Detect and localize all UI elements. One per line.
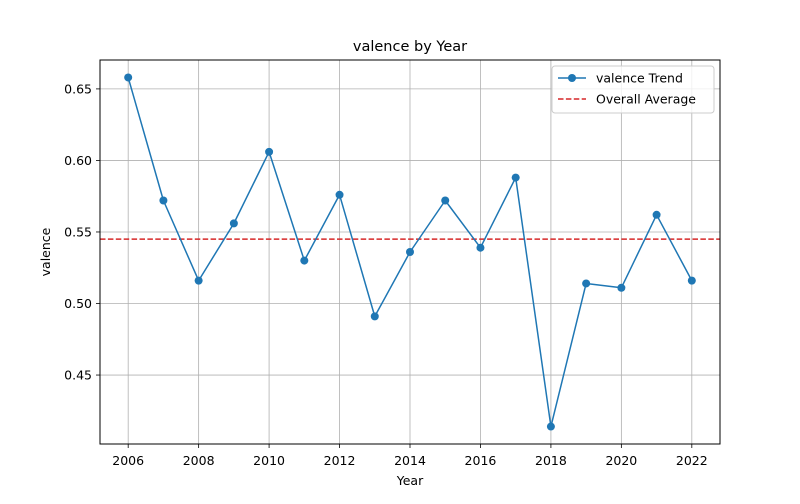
data-point	[652, 210, 661, 219]
data-point	[229, 219, 238, 228]
legend-label-overall-average: Overall Average	[596, 92, 696, 107]
data-point	[159, 196, 168, 205]
legend-box	[551, 65, 715, 114]
chart-title: valence by Year	[353, 39, 467, 55]
data-point	[546, 422, 555, 431]
y-tick-label: 0.45	[64, 368, 92, 383]
data-point	[687, 276, 696, 285]
x-tick-label: 2008	[183, 453, 215, 468]
data-point	[124, 73, 133, 82]
x-tick-label: 2006	[112, 453, 144, 468]
y-axis: 0.45 0.50 0.55 0.60 0.65	[64, 81, 100, 383]
x-tick-label: 2012	[324, 453, 356, 468]
x-axis: 2006 2008 2010 2012 2014 2016 2018 2020 2022	[112, 444, 708, 468]
x-tick-label: 2014	[394, 453, 426, 468]
legend-label-valence-trend: valence Trend	[596, 71, 683, 86]
x-tick-label: 2020	[605, 453, 637, 468]
data-point	[335, 190, 344, 199]
y-tick-label: 0.60	[64, 153, 92, 168]
data-point	[370, 312, 379, 321]
y-tick-label: 0.50	[64, 296, 92, 311]
grid	[100, 60, 720, 444]
data-point	[617, 283, 626, 292]
x-tick-label: 2022	[676, 453, 708, 468]
x-tick-label: 2018	[535, 453, 567, 468]
data-point	[441, 196, 450, 205]
legend-marker-valence-trend	[568, 74, 576, 82]
data-point	[300, 256, 309, 265]
data-point	[406, 248, 414, 256]
series-layer	[124, 73, 696, 431]
x-tick-label: 2010	[253, 453, 285, 468]
x-axis-label: Year	[396, 473, 424, 488]
data-point	[476, 243, 485, 252]
x-tick-label: 2016	[465, 453, 497, 468]
y-tick-label: 0.55	[64, 224, 92, 239]
data-point	[194, 276, 203, 285]
y-axis-label: valence	[38, 227, 53, 276]
data-point	[511, 173, 520, 182]
legend: valence Trend Overall Average	[551, 65, 715, 114]
y-tick-label: 0.65	[64, 81, 92, 96]
data-point	[265, 147, 274, 156]
data-point	[582, 279, 591, 288]
